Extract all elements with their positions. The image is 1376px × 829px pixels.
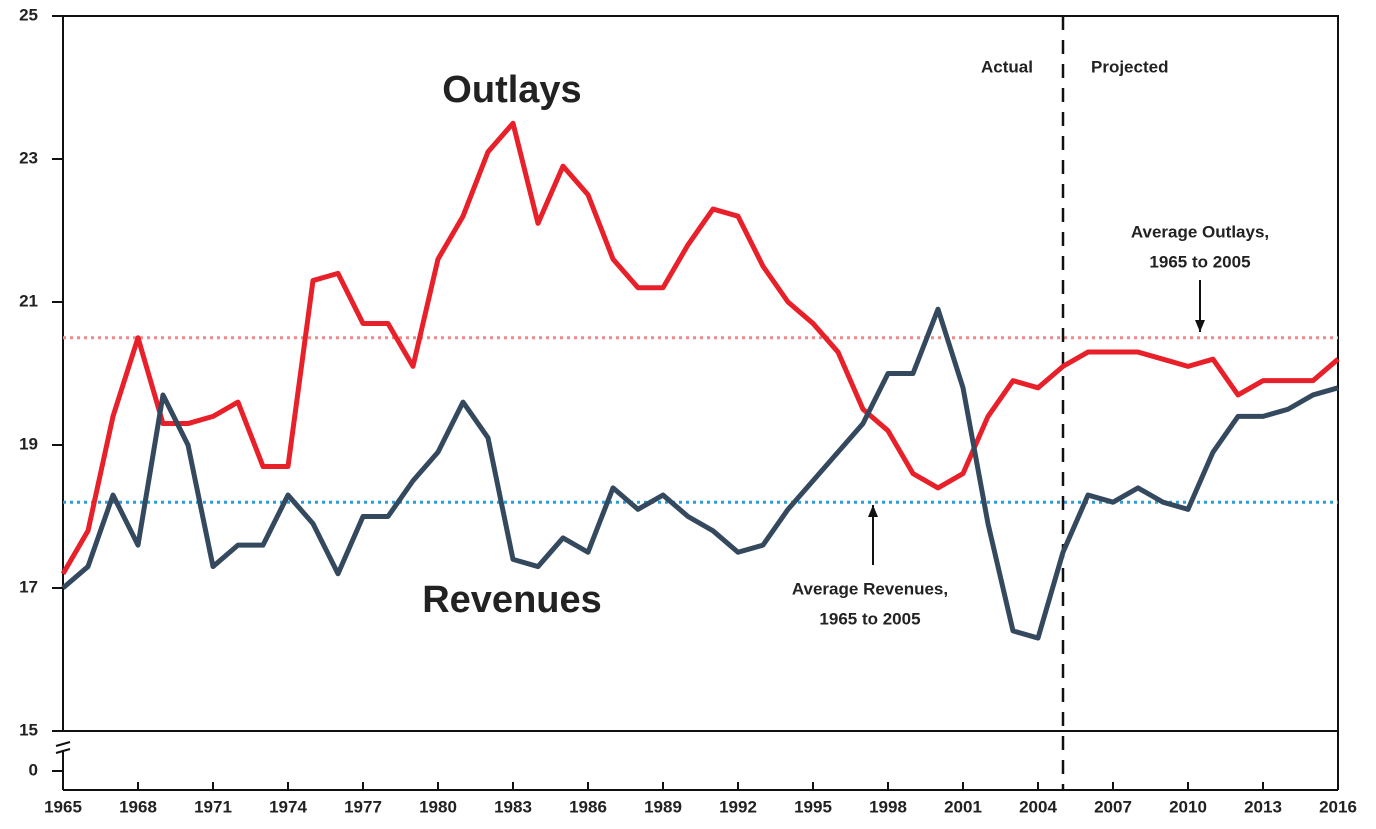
average-label: Average Revenues, — [792, 579, 948, 598]
y-tick-label: 0 — [29, 760, 38, 779]
x-tick-label: 1992 — [719, 797, 757, 816]
series-label: Revenues — [422, 579, 602, 621]
arrowhead — [868, 505, 878, 517]
x-tick-label: 2007 — [1094, 797, 1132, 816]
divider-label: Actual — [981, 57, 1033, 76]
arrowhead — [1195, 320, 1205, 332]
axis-break — [55, 748, 71, 754]
average-label: Average Outlays, — [1131, 222, 1269, 241]
y-tick-label: 25 — [19, 5, 38, 24]
x-tick-label: 2004 — [1019, 797, 1057, 816]
x-tick-label: 2010 — [1169, 797, 1207, 816]
x-tick-label: 1974 — [269, 797, 307, 816]
x-tick-label: 1965 — [44, 797, 82, 816]
y-tick-label: 23 — [19, 148, 38, 167]
x-tick-label: 1998 — [869, 797, 907, 816]
series-label: Outlays — [442, 69, 581, 111]
x-tick-label: 2001 — [944, 797, 982, 816]
series-line — [61, 306, 1339, 641]
y-tick-label: 17 — [19, 577, 38, 596]
average-label: 1965 to 2005 — [819, 609, 920, 628]
x-tick-label: 1986 — [569, 797, 607, 816]
x-tick-label: 1968 — [119, 797, 157, 816]
x-tick-label: 2013 — [1244, 797, 1282, 816]
y-tick-label: 15 — [19, 720, 38, 739]
x-tick-label: 1980 — [419, 797, 457, 816]
plot-frame — [62, 15, 1339, 732]
average-label: 1965 to 2005 — [1149, 252, 1250, 271]
axis-break — [55, 741, 71, 747]
x-tick-label: 1995 — [794, 797, 832, 816]
x-tick-label: 1989 — [644, 797, 682, 816]
y-tick-label: 19 — [19, 434, 38, 453]
y-tick-label: 21 — [19, 291, 38, 310]
x-tick-label: 1971 — [194, 797, 232, 816]
x-tick-label: 1983 — [494, 797, 532, 816]
divider-label: Projected — [1091, 57, 1168, 76]
x-tick-label: 1977 — [344, 797, 382, 816]
x-tick-label: 2016 — [1319, 797, 1357, 816]
series-line — [60, 120, 1340, 575]
